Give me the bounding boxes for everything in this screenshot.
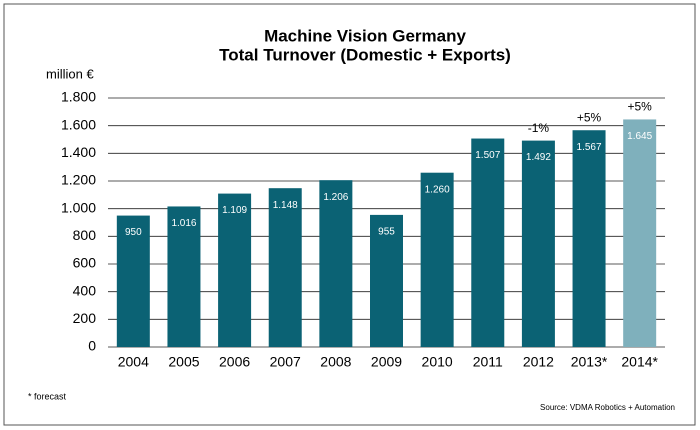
chart-subtitle: Total Turnover (Domestic + Exports) — [219, 45, 511, 64]
bar — [370, 214, 403, 347]
value-label: 1.507 — [475, 150, 500, 161]
y-tick-label: 0 — [88, 338, 96, 354]
x-tick-label: 2004 — [118, 354, 149, 370]
y-tick-label: 1.600 — [61, 116, 96, 132]
source: Source: VDMA Robotics + Automation — [540, 403, 675, 412]
value-label: 1.148 — [273, 200, 298, 211]
x-tick-label: 2011 — [473, 354, 503, 370]
value-label: 1.492 — [526, 152, 551, 163]
bar — [623, 119, 657, 347]
bar-annotation: -1% — [528, 121, 550, 135]
y-tick-label: 1.800 — [61, 89, 96, 105]
x-tick-label: 2010 — [422, 354, 453, 370]
value-label: 1.016 — [171, 218, 196, 229]
bar — [572, 130, 606, 347]
y-tick-label: 200 — [73, 310, 97, 326]
y-tick-label: 400 — [73, 282, 97, 298]
bar — [471, 138, 505, 347]
bar — [116, 215, 150, 347]
bar-annotation: +5% — [577, 110, 602, 124]
y-axis-label: million € — [46, 66, 94, 81]
bar — [167, 206, 201, 347]
bar — [521, 140, 555, 347]
x-tick-label: 2013* — [571, 354, 608, 370]
value-label: 1.567 — [577, 142, 602, 153]
value-label: 1.206 — [323, 192, 348, 203]
y-tick-label: 1.400 — [61, 144, 96, 160]
chart-title: Machine Vision Germany — [264, 26, 466, 45]
value-label: 1.109 — [222, 205, 247, 216]
x-tick-label: 2014* — [621, 354, 658, 370]
x-tick-label: 2005 — [168, 354, 199, 370]
bar — [319, 180, 353, 347]
x-tick-label: 2006 — [219, 354, 250, 370]
x-tick-label: 2009 — [371, 354, 402, 370]
y-tick-label: 800 — [73, 227, 97, 243]
bar — [268, 188, 302, 347]
value-label: 955 — [378, 227, 395, 238]
y-tick-label: 600 — [73, 255, 97, 271]
x-tick-label: 2008 — [320, 354, 351, 370]
x-tick-label: 2012 — [523, 354, 554, 370]
bar — [420, 172, 454, 347]
bar-annotation: +5% — [628, 100, 653, 114]
frame — [3, 3, 696, 426]
y-tick-label: 1.200 — [61, 172, 96, 188]
x-tick-label: 2007 — [270, 354, 301, 370]
value-label: 950 — [125, 227, 142, 238]
bar — [218, 193, 252, 347]
value-label: 1.260 — [425, 184, 450, 195]
y-tick-label: 1.000 — [61, 199, 96, 215]
footnote: * forecast — [28, 391, 67, 401]
value-label: 1.645 — [627, 131, 652, 142]
